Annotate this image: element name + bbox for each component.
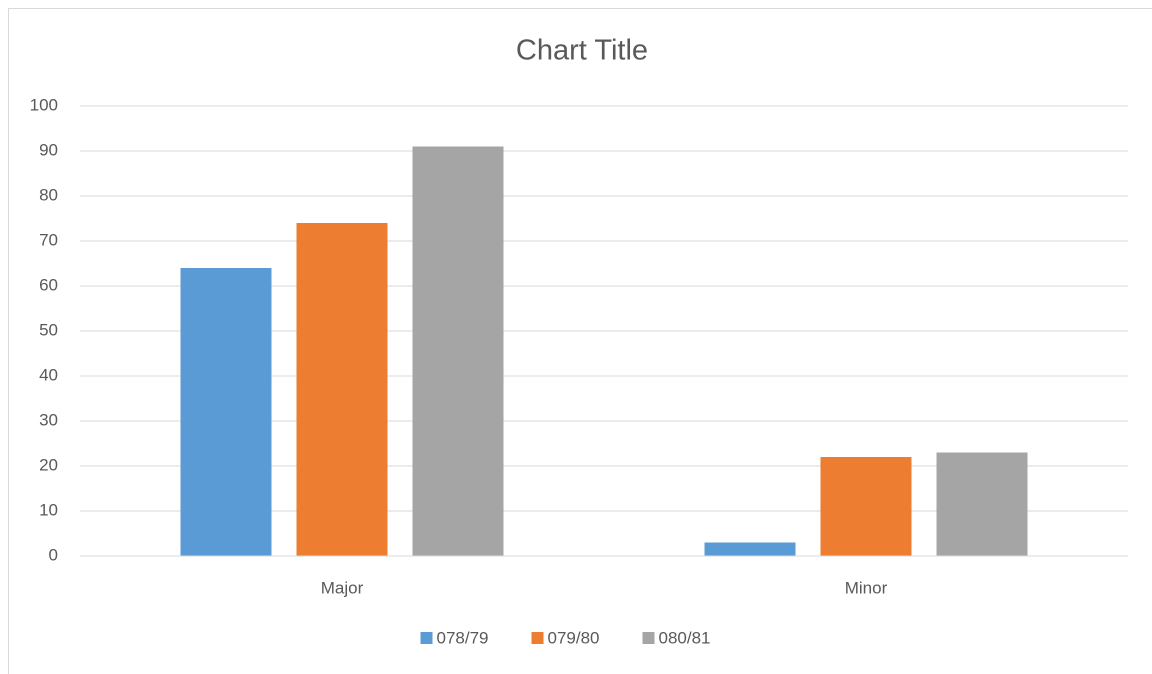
bar <box>936 452 1028 556</box>
bar <box>412 146 504 556</box>
y-tick-label: 70 <box>39 230 58 249</box>
legend-label: 078/79 <box>437 628 489 647</box>
y-tick-label: 20 <box>39 455 58 474</box>
bar <box>180 268 272 556</box>
x-tick-label: Major <box>321 578 364 597</box>
y-tick-label: 30 <box>39 410 58 429</box>
legend-swatch <box>420 632 433 644</box>
y-tick-label: 40 <box>39 365 58 384</box>
y-tick-label: 60 <box>39 275 58 294</box>
bar <box>704 542 796 556</box>
y-tick-label: 90 <box>39 140 58 159</box>
y-tick-label: 80 <box>39 185 58 204</box>
legend-label: 079/80 <box>548 628 600 647</box>
legend-label: 080/81 <box>659 628 711 647</box>
legend-swatch <box>531 632 544 644</box>
chart-border <box>8 8 1152 674</box>
y-tick-label: 50 <box>39 320 58 339</box>
y-tick-label: 10 <box>39 500 58 519</box>
bar <box>820 457 912 556</box>
x-tick-label: Minor <box>845 578 888 597</box>
y-tick-label: 100 <box>30 95 58 114</box>
bar <box>296 223 388 556</box>
chart-title: Chart Title <box>516 35 648 67</box>
legend-swatch <box>642 632 655 644</box>
y-tick-label: 0 <box>49 545 58 564</box>
